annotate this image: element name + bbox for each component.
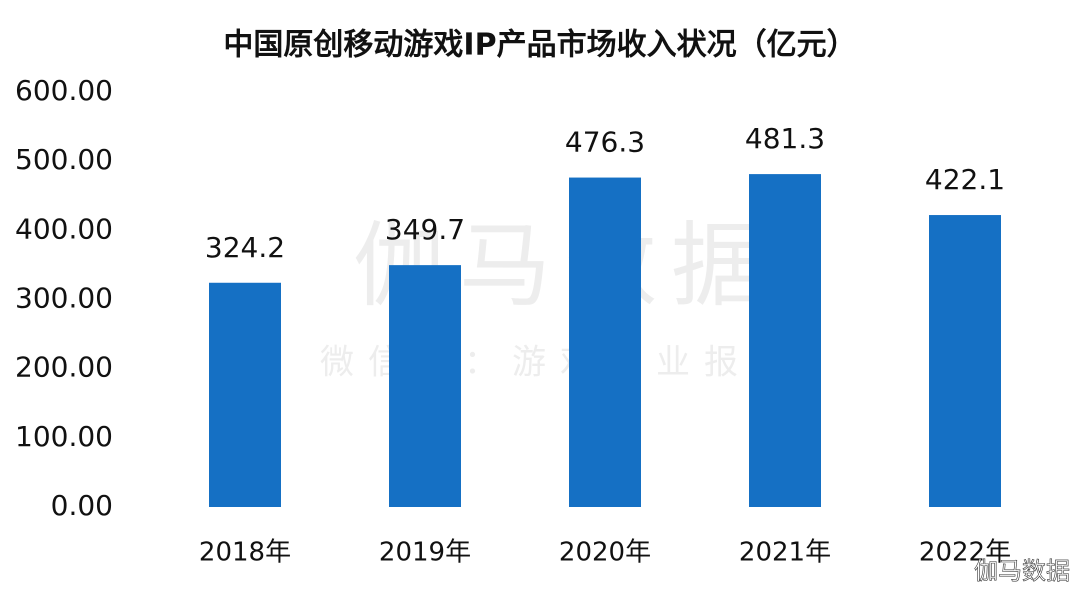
y-tick-label: 600.00 [15,74,113,107]
y-tick-label: 500.00 [15,143,113,176]
y-tick-label: 400.00 [15,212,113,245]
y-tick-label: 0.00 [51,489,113,522]
bar [389,265,461,507]
chart-title: 中国原创移动游戏IP产品市场收入状况（亿元） [223,28,856,63]
x-tick-label: 2020年 [559,538,651,568]
x-tick-label: 2019年 [379,538,471,568]
y-tick-label: 100.00 [15,420,113,453]
value-label: 349.7 [385,213,465,246]
plot: 0.00 100.00 200.00 300.00 400.00 500.00 600.00… [15,74,1011,568]
value-label: 422.1 [925,163,1005,196]
credit: 伽马数据 [974,557,1070,585]
bar [569,177,641,507]
bar [209,282,281,507]
bar [929,215,1001,508]
x-tick-label: 2022年 [919,538,1011,568]
y-tick-label: 200.00 [15,351,113,384]
x-tick-label: 2018年 [199,538,291,568]
bar [749,174,821,507]
value-label: 481.3 [745,122,825,155]
value-label: 324.2 [205,231,285,264]
x-tick-label: 2021年 [739,538,831,568]
y-tick-label: 300.00 [15,282,113,315]
value-label: 476.3 [565,126,645,159]
